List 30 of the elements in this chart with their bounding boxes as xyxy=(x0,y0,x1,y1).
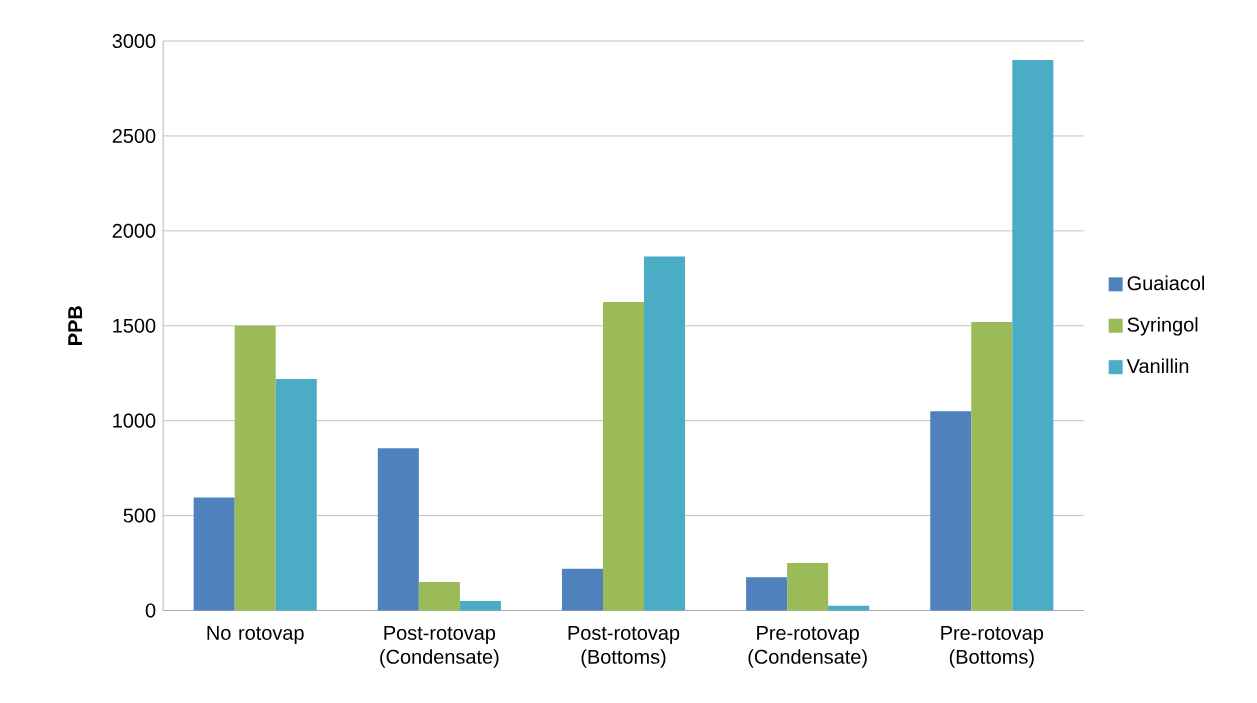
y-tick-label: 3000 xyxy=(112,34,156,49)
bar xyxy=(644,256,686,611)
bar xyxy=(418,582,460,611)
bar xyxy=(275,379,317,611)
y-tick-label: 0 xyxy=(145,603,156,618)
bar xyxy=(459,601,501,611)
y-tick-label: 1500 xyxy=(113,318,156,334)
x-tick-label: Pre-rotovap (Condensate) xyxy=(748,626,867,669)
legend-label: Guaiacol xyxy=(1127,275,1205,291)
bar xyxy=(193,497,235,611)
bar xyxy=(746,577,788,611)
bar xyxy=(971,322,1013,611)
bar xyxy=(930,411,972,611)
legend-label: Syringol xyxy=(1127,317,1198,336)
bar xyxy=(234,325,276,611)
y-tick-label: 500 xyxy=(123,508,156,523)
x-tick-label: Post-rotovap (Bottoms) xyxy=(568,626,680,669)
x-tick-label: Pre-rotovap (Bottoms) xyxy=(941,626,1044,669)
y-axis-title: PPB xyxy=(68,306,83,346)
bar xyxy=(1012,60,1054,611)
bar xyxy=(561,568,603,611)
y-tick-label: 2500 xyxy=(112,129,156,144)
y-tick-label: 1000 xyxy=(113,413,156,428)
bar xyxy=(787,563,829,611)
bar xyxy=(602,302,645,611)
legend-label: Vanillin xyxy=(1126,358,1189,374)
x-tick-label: No rotovap xyxy=(207,626,304,645)
bar xyxy=(377,448,419,611)
y-tick-label: 2000 xyxy=(112,224,156,239)
x-tick-label: Post-rotovap (Condensate) xyxy=(380,626,499,669)
